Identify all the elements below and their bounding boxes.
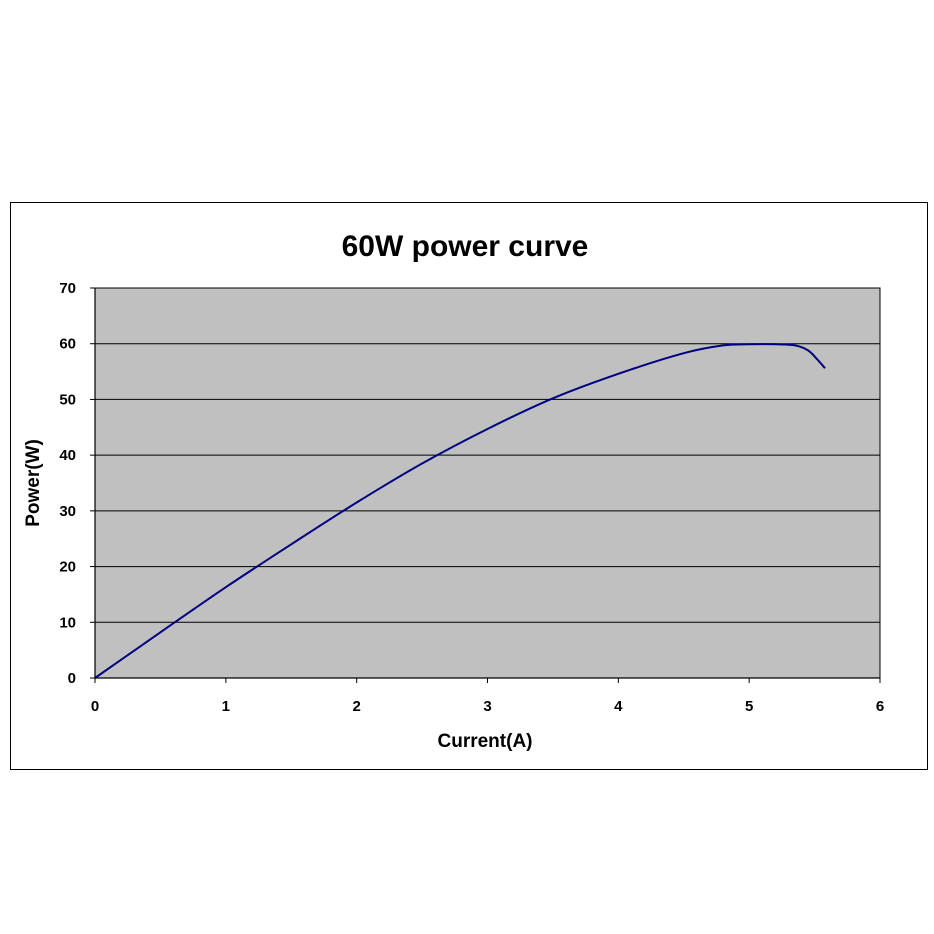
x-tick-label-4: 4 — [614, 698, 623, 715]
y-tick-label-40: 40 — [59, 447, 76, 464]
chart-title: 60W power curve — [342, 230, 589, 263]
y-tick-label-60: 60 — [59, 336, 76, 353]
plot-area — [94, 287, 881, 679]
y-tick-label-50: 50 — [59, 391, 76, 408]
x-axis-label: Current(A) — [438, 731, 533, 752]
x-tick-label-1: 1 — [222, 698, 230, 715]
y-tick-labels: 0 10 20 30 40 50 60 70 — [59, 280, 95, 687]
y-tick-label-20: 20 — [59, 559, 76, 576]
y-axis-label: Power(W) — [23, 439, 44, 527]
x-tick-label-6: 6 — [876, 698, 884, 715]
y-tick-label-10: 10 — [59, 614, 76, 631]
x-tick-label-2: 2 — [352, 698, 360, 715]
plot-background — [94, 287, 881, 679]
x-tick-labels: 0 1 2 3 4 5 6 — [91, 678, 884, 715]
series-line-0 — [94, 343, 826, 679]
x-tick-label-5: 5 — [745, 698, 753, 715]
y-tick-label-30: 30 — [59, 503, 76, 520]
x-tick-label-0: 0 — [91, 698, 99, 715]
x-tick-label-3: 3 — [483, 698, 491, 715]
y-tick-label-70: 70 — [59, 280, 76, 297]
series-group — [94, 343, 826, 679]
y-tick-label-0: 0 — [68, 670, 76, 687]
